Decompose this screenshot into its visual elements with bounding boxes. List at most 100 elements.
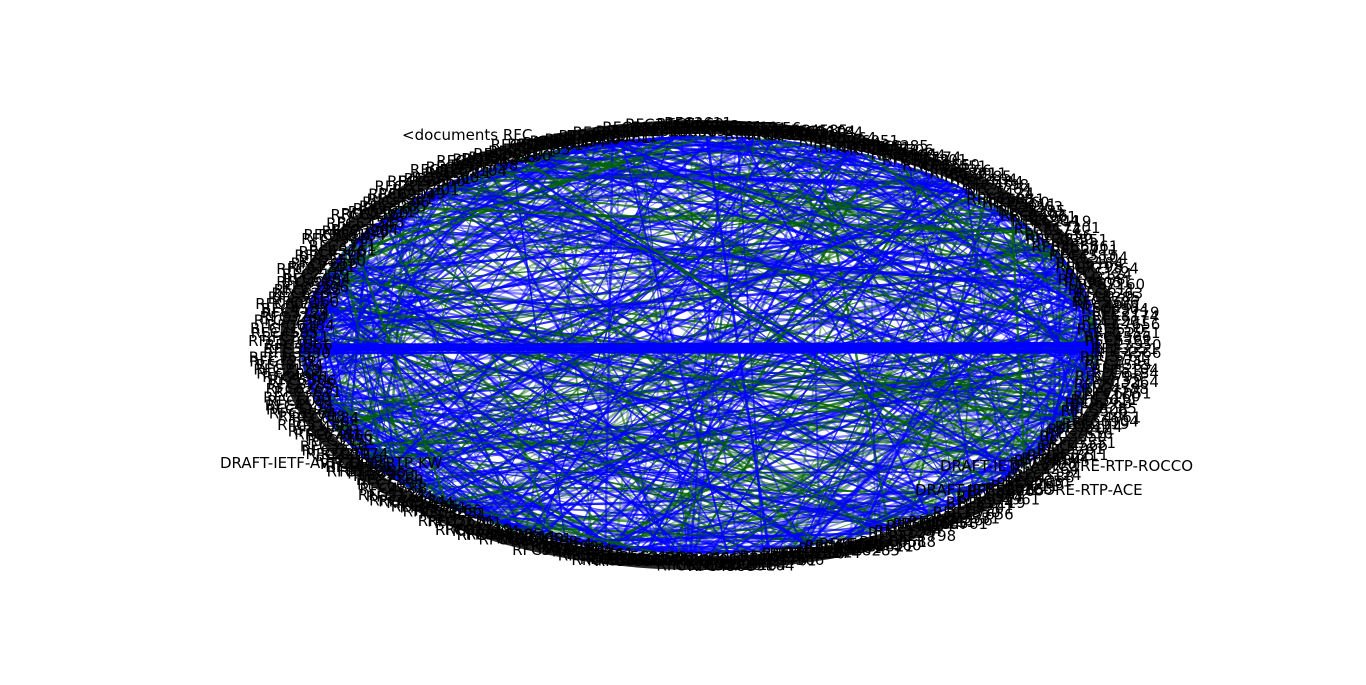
node-label: RFC3550	[298, 252, 366, 270]
graph-edge	[608, 353, 1099, 549]
node-label: RFC6051	[255, 295, 323, 313]
node-label: RFC4585	[1049, 247, 1117, 265]
node-label: RFC8285	[861, 137, 929, 155]
node-label: RFC7798	[254, 312, 322, 330]
node-label: RFC8285	[1073, 289, 1141, 307]
node-label: RFC5761	[403, 503, 471, 521]
graph-edge	[442, 251, 1058, 506]
node-label: RFC4961	[325, 458, 393, 476]
graph-edge	[436, 187, 554, 540]
graph-edge	[302, 269, 1074, 330]
node-label: RFC5104	[304, 226, 372, 244]
graph-edge	[512, 441, 1053, 531]
node-label: RFC5124	[1014, 466, 1082, 484]
node-label: RFC7160	[656, 115, 724, 133]
node-label: RFC8285	[267, 376, 335, 394]
node-label: RFC3550	[398, 173, 466, 191]
node-label: RFC2119	[1024, 212, 1092, 230]
node-label: RFC2119	[378, 185, 446, 203]
node-label: RFC8285	[274, 281, 342, 299]
node-label: RFC3551	[932, 510, 1000, 528]
node-label: RFC6051	[1004, 473, 1072, 491]
graph-edge	[529, 139, 774, 535]
graph-edge	[355, 449, 572, 544]
node-label: RFC3550	[740, 124, 808, 142]
node-label: RFC4588	[1007, 468, 1075, 486]
node-label: RFC4588	[1081, 380, 1149, 398]
node-label: RFC6263	[1076, 284, 1144, 302]
node-label: RFC6263	[353, 200, 421, 218]
graph-edge	[429, 497, 875, 534]
node-label: RFC7798	[619, 122, 687, 140]
node-label: RFC3264	[331, 221, 399, 239]
node-label: RFC6051	[977, 190, 1045, 208]
node-label: RFC6051	[680, 551, 748, 569]
node-label: RFC5124	[634, 119, 702, 137]
node-label: RFC5506	[642, 552, 710, 570]
node-label: RFC5124	[695, 554, 763, 572]
graph-edge	[614, 410, 1079, 550]
node-label: RFC7656	[1045, 424, 1113, 442]
node-label: RFC7201	[1033, 219, 1101, 237]
node-label: RFC3711	[309, 237, 377, 255]
node-label: RFC2119	[711, 119, 779, 137]
node-label: RFC3611	[488, 143, 556, 161]
node-label: RFC6263	[656, 557, 724, 575]
node-label: RFC6184	[267, 316, 335, 334]
graph-edge	[1010, 214, 1026, 467]
node-label: RFC6904	[1011, 212, 1079, 230]
node-label: RFC6184	[796, 124, 864, 142]
node-label: RFC3550	[418, 512, 486, 530]
node-label: RFC6904	[878, 147, 946, 165]
node-label: RFC6184	[378, 493, 446, 511]
node-label: RFC3711	[740, 547, 808, 565]
node-label: RFC3711	[288, 423, 356, 441]
node-label: RFC8285	[503, 141, 571, 159]
node-label: RFC7798	[531, 538, 599, 556]
node-label: RFC8174	[276, 260, 344, 278]
node-label: RFC6904	[368, 186, 436, 204]
node-label: RFC7201	[785, 544, 853, 562]
node-label: RFC7160	[996, 474, 1064, 492]
graph-edge	[324, 273, 1099, 352]
graph-edge	[347, 439, 1055, 445]
graph-edge	[467, 299, 1091, 516]
node-label: RFC7798	[710, 550, 778, 568]
node-label: RFC7201	[900, 151, 968, 169]
graph-edge	[719, 323, 1098, 555]
node-label: RFC4585	[251, 324, 319, 342]
node-label: RFC3611	[843, 139, 911, 157]
node-label: RFC4566	[573, 124, 641, 142]
graph-edge	[502, 162, 975, 498]
node-label: RFC3611	[665, 549, 733, 567]
node-label: RFC5506	[466, 526, 534, 544]
node-label: RFC7201	[306, 445, 374, 463]
node-label: RFC8285	[1069, 399, 1137, 417]
node-label: RFC3264	[269, 405, 337, 423]
node-label: RFC7160	[496, 530, 564, 548]
node-label: RFC6051	[267, 392, 335, 410]
graph-edge	[336, 257, 1068, 428]
node-label: RFC4585	[426, 158, 494, 176]
node-label: RFC4566	[757, 551, 825, 569]
graph-edge	[384, 215, 1088, 296]
graph-edge	[339, 434, 393, 479]
node-label-kw: DRAFT-IETF-AVTCORE-RTP-KW	[220, 454, 442, 472]
node-label: RFC7201	[946, 499, 1014, 517]
node-label: RFC3611	[353, 467, 421, 485]
node-label: RFC6184	[1056, 254, 1124, 272]
node-label: RFC6051	[357, 476, 425, 494]
node-label: RFC6263	[1065, 395, 1133, 413]
graph-edge	[388, 275, 1078, 477]
graph-edge	[1043, 295, 1089, 451]
node-label: RFC5761	[410, 161, 478, 179]
node-label: RFC3551	[294, 247, 362, 265]
graph-edge	[802, 142, 827, 148]
node-label: RFC4961	[1009, 208, 1077, 226]
graph-edge	[299, 344, 1101, 350]
graph-edge	[345, 137, 756, 443]
graph-edge	[458, 178, 1098, 325]
node-label: RFC8285	[977, 481, 1045, 499]
node-label: RFC6184	[436, 152, 504, 170]
node-label: RFC4588	[510, 532, 578, 550]
